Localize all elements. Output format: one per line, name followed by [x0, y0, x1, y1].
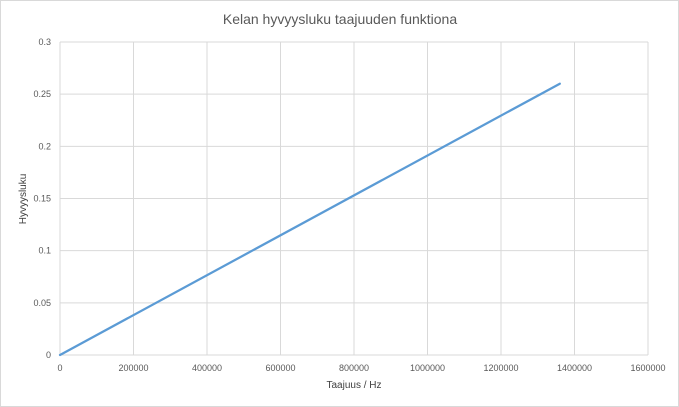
- x-tick-label: 1400000: [557, 363, 592, 373]
- x-tick-label: 600000: [265, 363, 295, 373]
- y-tick-label: 0.05: [33, 298, 51, 308]
- series-line: [58, 82, 561, 357]
- y-tick-label: 0.1: [38, 246, 51, 256]
- x-tick-label: 400000: [192, 363, 222, 373]
- x-tick-label: 1000000: [410, 363, 445, 373]
- series-lines: [58, 82, 561, 357]
- y-axis-label: Hyvyysluku: [18, 174, 29, 225]
- chart-title: Kelan hyvyysluku taajuuden funktiona: [223, 11, 457, 27]
- x-axis-label: Taajuus / Hz: [326, 380, 381, 391]
- y-tick-label: 0.3: [38, 37, 51, 47]
- x-tick-label: 0: [57, 363, 62, 373]
- x-tick-label: 800000: [339, 363, 369, 373]
- x-tick-label: 200000: [118, 363, 148, 373]
- y-tick-label: 0.25: [33, 89, 51, 99]
- gridlines: [59, 41, 649, 356]
- x-tick-label: 1600000: [630, 363, 665, 373]
- tick-labels: 0 0.05 0.1 0.15 0.2 0.25 0.3 0 200000 400000 60000…: [33, 37, 665, 373]
- y-tick-label: 0.15: [33, 194, 51, 204]
- y-tick-label: 0: [46, 350, 51, 360]
- y-tick-label: 0.2: [38, 141, 51, 151]
- x-tick-label: 1200000: [483, 363, 518, 373]
